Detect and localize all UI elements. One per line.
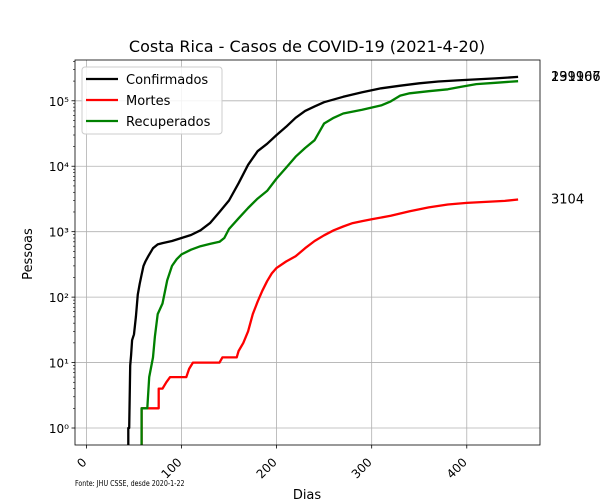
legend-box: [81, 66, 223, 135]
y-axis-ticks: 10⁰ 10¹ 10² 10³ 10⁴ 10⁵: [49, 61, 75, 436]
y-tick-label: 10²: [49, 291, 69, 305]
plot-frame: [74, 59, 541, 446]
y-tick-label: 10³: [49, 226, 69, 240]
series-lines: [127, 75, 519, 445]
end-label-confirmados: 231967: [551, 70, 600, 85]
end-labels: 231967 3104 199106: [551, 70, 600, 208]
series-line-confirmados: [127, 75, 519, 445]
legend-label-recuperados: Recuperados: [126, 115, 211, 130]
y-axis-label: Pessoas: [21, 228, 36, 280]
x-tick-label: 100: [159, 455, 185, 481]
end-label-mortes: 3104: [551, 192, 584, 207]
x-axis-label: Dias: [293, 488, 322, 500]
y-tick-label: 10⁵: [49, 95, 69, 109]
end-label-recuperados: 199106: [551, 70, 600, 85]
y-tick-label: 10⁴: [49, 160, 69, 174]
y-tick-label: 10¹: [49, 357, 69, 371]
x-tick-label: 0: [74, 455, 89, 470]
x-tick-label: 400: [444, 455, 470, 481]
x-tick-label: 300: [349, 455, 375, 481]
y-tick-label: 10⁰: [49, 422, 69, 436]
x-tick-label: 200: [254, 455, 280, 481]
chart-title: Costa Rica - Casos de COVID-19 (2021-4-2…: [129, 37, 485, 56]
source-note: Fonte: JHU CSSE, desde 2020-1-22: [75, 479, 185, 488]
x-axis-ticks: 0 100 200 300 400: [74, 445, 470, 481]
series-line-mortes: [140, 198, 519, 445]
legend-label-mortes: Mortes: [126, 94, 171, 109]
legend: Confirmados Mortes Recuperados: [81, 66, 223, 135]
legend-label-confirmados: Confirmados: [126, 73, 208, 88]
series-line-recuperados: [140, 80, 519, 445]
